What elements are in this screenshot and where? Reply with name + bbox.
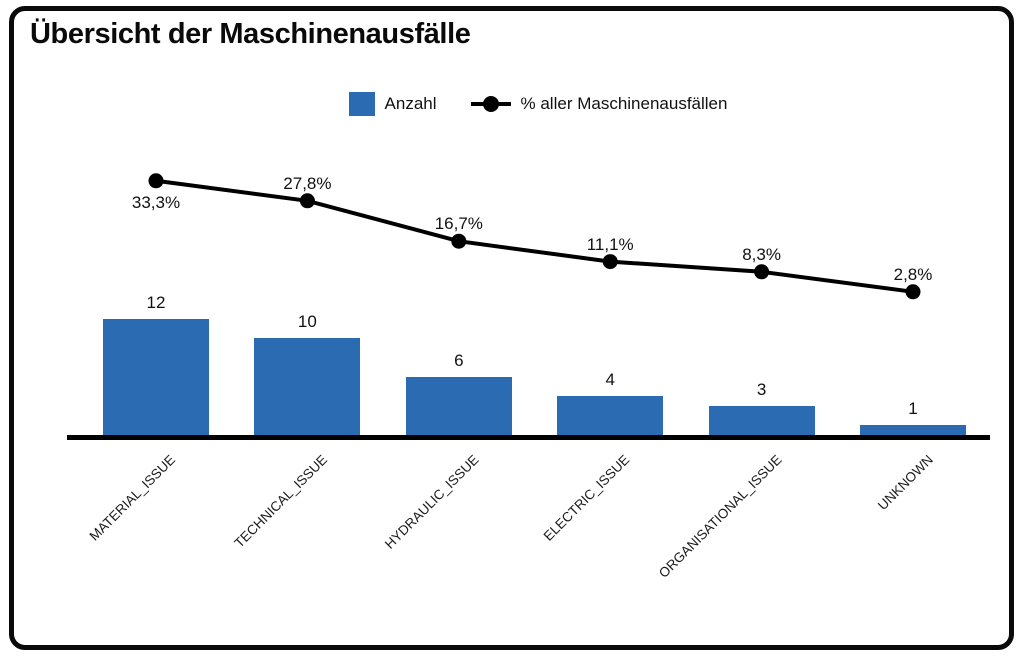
line-legend-marker-icon — [470, 96, 511, 112]
bar-value-label: 12 — [146, 292, 166, 312]
bar[interactable] — [254, 338, 361, 435]
percent-point[interactable] — [754, 264, 770, 280]
percent-point[interactable] — [299, 193, 315, 209]
bar-value-label: 3 — [756, 379, 767, 399]
percent-point[interactable] — [451, 233, 467, 249]
bar[interactable] — [557, 396, 664, 435]
bar[interactable] — [103, 318, 209, 435]
percent-label: 33,3% — [131, 192, 181, 212]
bar-value-label: 10 — [297, 312, 317, 331]
legend-item-anzahl[interactable]: Anzahl — [348, 92, 437, 116]
bar-value-label: 6 — [454, 350, 464, 370]
percent-label: 11,1% — [586, 234, 634, 254]
bar-legend-swatch-icon — [348, 92, 375, 116]
percent-label: 27,8% — [283, 173, 332, 193]
percent-label: 16,7% — [434, 214, 483, 234]
percent-label: 2,8% — [893, 264, 933, 284]
bar[interactable] — [405, 376, 512, 435]
chart-title: Übersicht der Maschinenausfälle — [30, 18, 471, 50]
x-axis-line — [67, 435, 990, 440]
bar-value-label: 1 — [908, 399, 918, 419]
legend-item-percent[interactable]: % aller Maschinenausfällen — [470, 94, 728, 114]
percent-polyline — [155, 178, 914, 294]
legend-label-anzahl: Anzahl — [384, 94, 437, 113]
legend: Anzahl % aller Maschinenausfällen — [0, 88, 1024, 120]
bar-value-label: 4 — [605, 370, 615, 390]
legend-label-percent: % aller Maschinenausfällen — [520, 94, 728, 113]
bar[interactable] — [860, 425, 966, 435]
percent-point[interactable] — [905, 284, 921, 300]
bar[interactable] — [708, 405, 815, 435]
percent-point[interactable] — [602, 254, 618, 270]
percent-point[interactable] — [148, 173, 164, 189]
percent-label: 8,3% — [742, 244, 781, 264]
